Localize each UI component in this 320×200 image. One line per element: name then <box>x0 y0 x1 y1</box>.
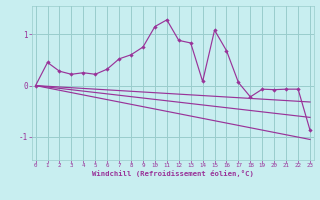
X-axis label: Windchill (Refroidissement éolien,°C): Windchill (Refroidissement éolien,°C) <box>92 170 254 177</box>
